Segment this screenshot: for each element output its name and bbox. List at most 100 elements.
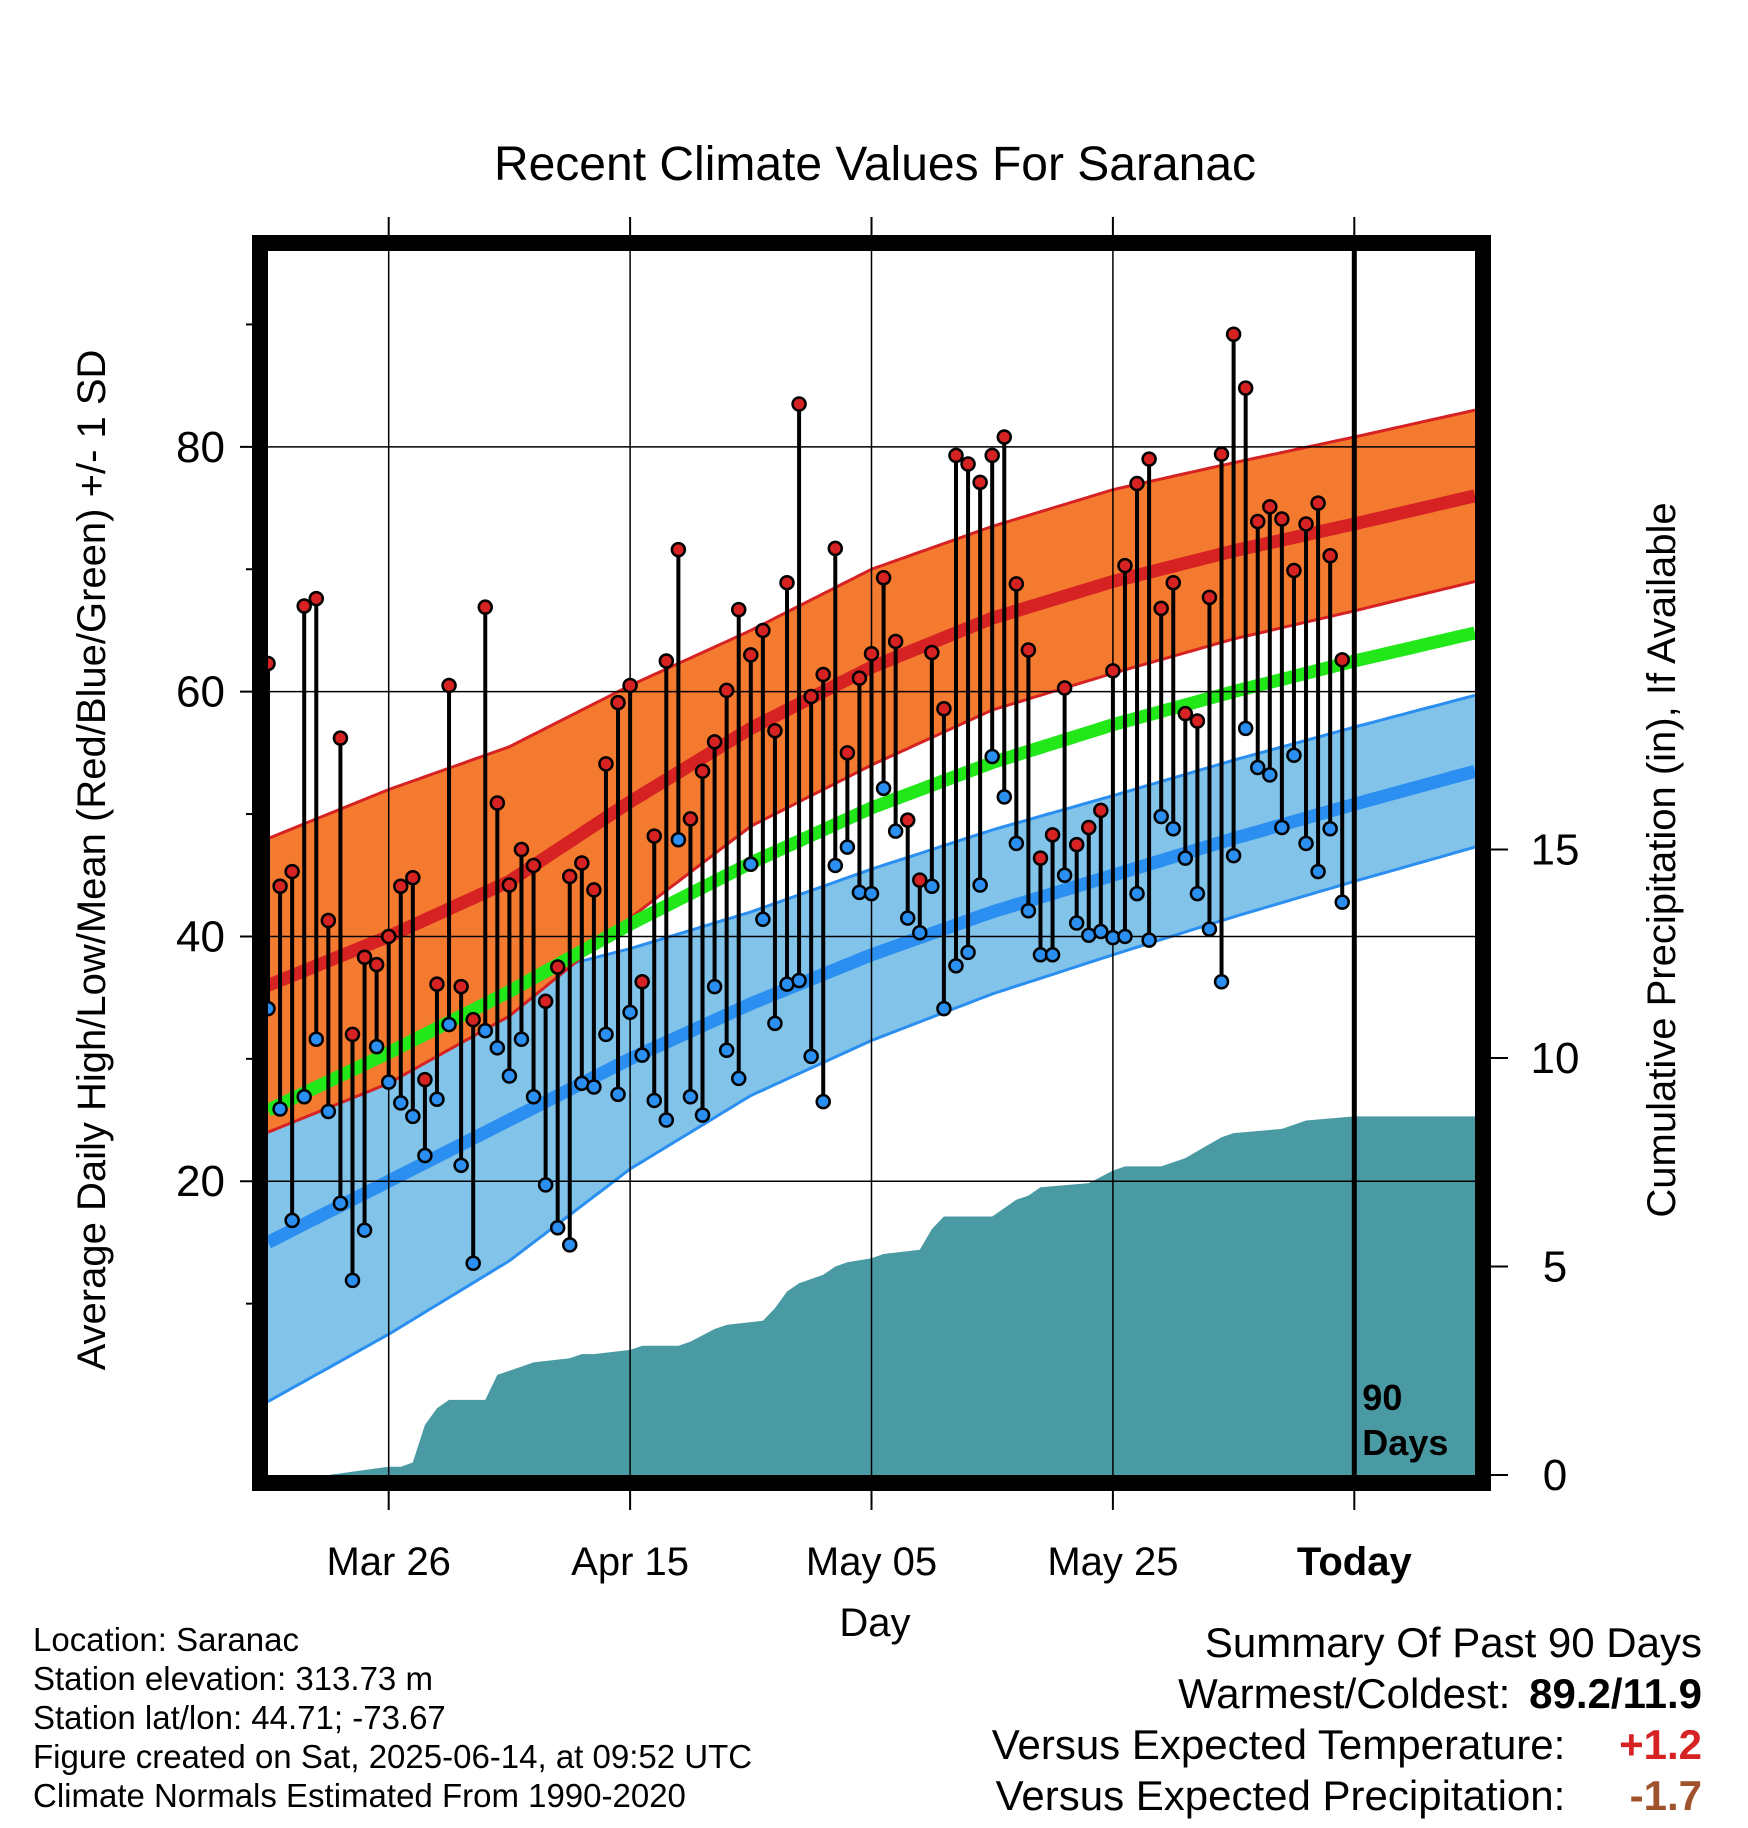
daily-high-point	[610, 694, 626, 711]
axes: 20 40 60 80 0 5 10 15 Mar 26 Apr 15 May 05 May 25 To…	[176, 217, 1579, 1584]
daily-high-point	[368, 956, 385, 973]
daily-low-point	[465, 1255, 481, 1271]
plot-content	[268, 251, 1475, 1475]
daily-low-point	[405, 1108, 421, 1125]
x-tick-label: Apr 15	[571, 1540, 689, 1584]
daily-low-point	[1044, 947, 1061, 963]
x-axis-label: Day	[839, 1601, 910, 1645]
daily-low-point	[453, 1157, 469, 1174]
daily-high-point	[875, 570, 892, 586]
daily-low-point	[827, 857, 844, 874]
summary-panel: Summary Of Past 90 Days Warmest/Coldest:…	[992, 1617, 1702, 1821]
daily-high-point	[1056, 680, 1073, 696]
daily-high-point	[1177, 705, 1194, 722]
daily-high-point	[513, 841, 530, 858]
daily-low-point	[513, 1031, 530, 1048]
daily-low-point	[1056, 867, 1073, 883]
daily-high-point	[1201, 589, 1218, 606]
temp-label: Versus Expected Temperature:	[991, 1721, 1566, 1768]
y-tick-label: 60	[176, 668, 225, 717]
daily-low-point	[1020, 902, 1037, 919]
precip-label: Versus Expected Precipitation:	[995, 1772, 1566, 1819]
daily-high-point	[694, 763, 711, 779]
daily-low-point	[586, 1079, 602, 1095]
daily-high-point	[501, 877, 518, 893]
daily-high-point	[272, 878, 288, 895]
daily-high-point	[1165, 574, 1181, 591]
daily-high-point	[1032, 850, 1049, 866]
daily-high-point	[598, 756, 614, 772]
y-axis-label: Average Daily High/Low/Mean (Red/Blue/Gr…	[70, 350, 114, 1371]
daily-low-point	[501, 1068, 518, 1084]
daily-high-point	[839, 745, 856, 761]
daily-low-point	[960, 944, 976, 961]
x-tick-label: May 25	[1047, 1540, 1178, 1584]
y2-tick-label: 15	[1531, 826, 1580, 875]
x-tick-label: Mar 26	[326, 1540, 451, 1584]
daily-high-point	[465, 1011, 481, 1028]
daily-low-point	[284, 1212, 300, 1229]
daily-high-point	[393, 878, 409, 895]
plot-frame	[252, 235, 1491, 1491]
created-text: Figure created on Sat, 2025-06-14, at 09…	[33, 1738, 753, 1775]
daily-high-point	[489, 795, 506, 811]
daily-low-point	[1129, 885, 1145, 902]
daily-low-point	[1201, 921, 1218, 937]
y2-tick-label: 10	[1531, 1034, 1580, 1083]
daily-high-point	[791, 396, 807, 412]
daily-high-point	[1105, 663, 1121, 679]
daily-low-point	[839, 839, 856, 855]
daily-high-point	[1153, 600, 1169, 617]
daily-high-point	[453, 978, 469, 995]
daily-low-point	[268, 1000, 276, 1017]
daily-high-point	[1298, 516, 1314, 532]
daily-low-point	[1068, 915, 1085, 931]
daily-high-point	[1020, 642, 1037, 658]
daily-high-point	[1225, 326, 1242, 342]
daily-low-point	[622, 1004, 638, 1021]
y2-tick-label: 0	[1543, 1451, 1567, 1500]
daily-high-point	[574, 855, 590, 871]
daily-low-point	[755, 911, 771, 928]
daily-high-point	[356, 949, 373, 965]
daily-high-point	[1274, 511, 1290, 527]
summary-heading: Summary Of Past 90 Days	[1204, 1619, 1702, 1666]
daily-low-point	[936, 1000, 952, 1017]
daily-low-point	[1141, 932, 1157, 948]
daily-high-point	[682, 811, 699, 827]
daily-high-point	[1213, 446, 1230, 462]
daily-high-point	[344, 1026, 361, 1043]
daily-low-point	[924, 878, 940, 895]
daily-low-point	[948, 958, 964, 974]
daily-high-point	[586, 882, 602, 898]
daily-high-point	[803, 688, 819, 705]
daily-low-point	[791, 972, 807, 989]
daily-high-point	[936, 701, 952, 717]
daily-high-point	[1322, 548, 1338, 564]
daily-high-point	[924, 644, 940, 661]
daily-low-point	[489, 1040, 506, 1056]
chart-title: Recent Climate Values For Saranac	[494, 138, 1256, 191]
daily-low-point	[718, 1042, 735, 1059]
daily-low-point	[1213, 973, 1230, 990]
daily-high-point	[1310, 495, 1326, 511]
daily-high-point	[1008, 576, 1025, 592]
y2-tick-label: 5	[1543, 1243, 1567, 1292]
summary-warmest-row: Warmest/Coldest: 89.2/11.9	[992, 1668, 1702, 1719]
daily-low-point	[320, 1103, 337, 1120]
today-marker-label-line2: Days	[1362, 1422, 1448, 1463]
daily-high-point	[1189, 713, 1206, 729]
daily-low-point	[477, 1022, 494, 1039]
daily-high-point	[417, 1071, 433, 1088]
daily-high-point	[284, 863, 300, 880]
daily-high-point	[268, 655, 276, 672]
location-text: Location: Saranac	[33, 1621, 300, 1658]
warmest-label: Warmest/Coldest:	[1178, 1670, 1511, 1717]
daily-low-point	[875, 780, 892, 797]
x-tick-label: Today	[1297, 1540, 1413, 1584]
daily-low-point	[803, 1048, 819, 1065]
daily-high-point	[549, 959, 566, 975]
daily-high-point	[525, 857, 542, 874]
daily-high-point	[767, 723, 783, 739]
